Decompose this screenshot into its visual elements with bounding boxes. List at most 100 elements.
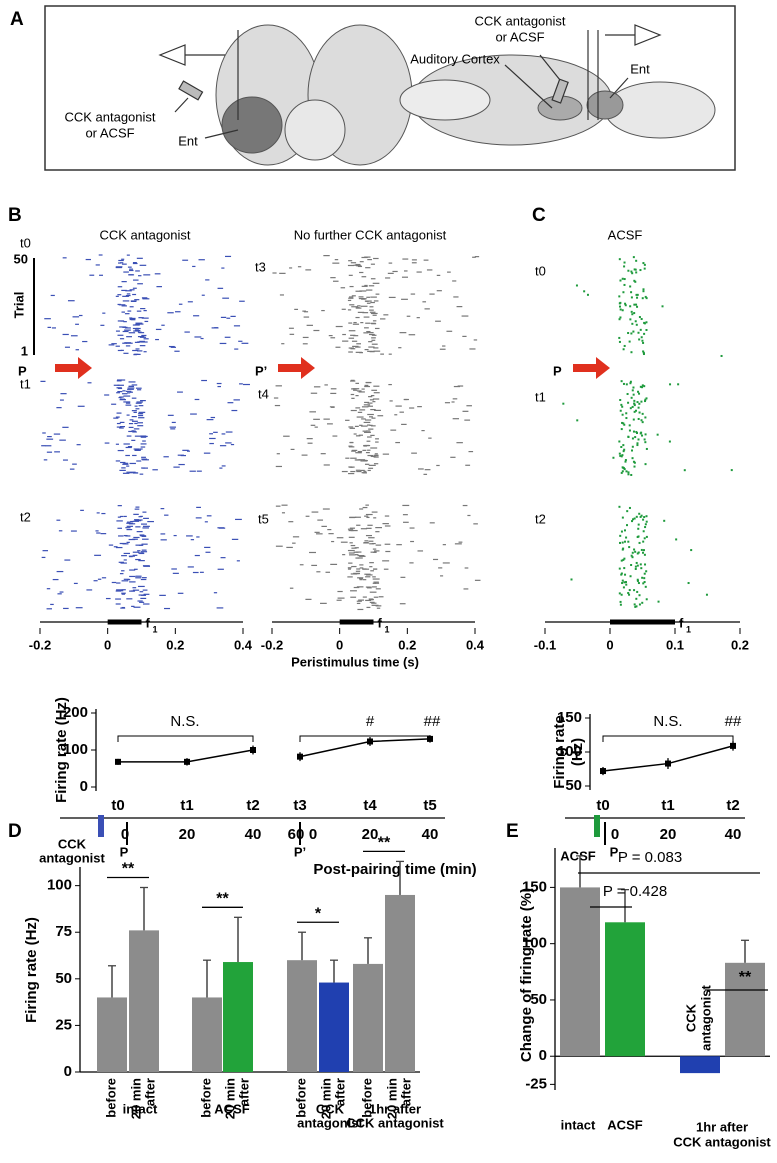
raster-dot xyxy=(626,510,629,513)
raster-dot xyxy=(642,290,645,293)
bar-label: after xyxy=(142,1078,157,1106)
bar-label: before xyxy=(359,1078,374,1118)
raster-dot xyxy=(641,576,644,579)
raster-dot xyxy=(633,303,636,306)
raster-dot xyxy=(624,460,627,463)
significance-label: ** xyxy=(122,861,135,878)
raster-dot xyxy=(628,593,631,596)
x-tick-label: t0 xyxy=(596,797,609,814)
raster-dot xyxy=(620,530,623,533)
raster-dot xyxy=(683,469,686,472)
raster-dot xyxy=(624,302,627,305)
x-tick-label: t1 xyxy=(661,797,674,814)
y-tick-label: 25 xyxy=(55,1016,72,1033)
raster-dot xyxy=(638,411,641,414)
raster-dot xyxy=(643,267,646,270)
raster-dot xyxy=(612,456,615,459)
raster-block-label: t0 xyxy=(535,263,546,278)
y-tick-label: 50 xyxy=(55,970,72,987)
x-tick-label: t4 xyxy=(363,797,377,814)
stimulus-label: f xyxy=(378,615,383,630)
raster-dot xyxy=(643,263,646,266)
raster-dot xyxy=(623,529,626,532)
x-tick-label: -0.1 xyxy=(534,637,556,652)
raster-dot xyxy=(638,541,641,544)
agent-label: or ACSF xyxy=(85,125,134,140)
raster-dot xyxy=(642,530,645,533)
raster-dot xyxy=(657,600,660,603)
raster-dot xyxy=(636,293,639,296)
raster-dot xyxy=(623,261,626,264)
raster-dot xyxy=(631,556,634,559)
time-tick-label: 20 xyxy=(660,826,677,843)
significance-label: ** xyxy=(216,891,229,908)
raster-dot xyxy=(621,454,624,457)
raster-dot xyxy=(642,353,645,356)
raster-dot xyxy=(635,271,638,274)
raster-dot xyxy=(619,398,622,401)
raster-dot xyxy=(624,459,627,462)
group-label: CCK xyxy=(316,1101,345,1116)
bar xyxy=(223,962,253,1072)
bar xyxy=(680,1056,720,1074)
annotation: # xyxy=(366,713,375,730)
raster-dot xyxy=(622,450,625,453)
raster-dot xyxy=(619,600,622,603)
raster-dot xyxy=(643,572,646,575)
raster-dot xyxy=(645,328,648,331)
raster-dot xyxy=(636,578,639,581)
raster-dot xyxy=(623,468,626,471)
pairing-label: P’ xyxy=(255,363,267,378)
raster-dot xyxy=(630,310,633,313)
bar-label: after xyxy=(236,1078,251,1106)
y-tick-label: 150 xyxy=(557,709,582,726)
raster-dot xyxy=(643,537,646,540)
raster-dot xyxy=(634,565,637,568)
raster-dot xyxy=(624,573,627,576)
raster-block-label: t4 xyxy=(258,386,269,401)
raster-dot xyxy=(642,350,645,353)
pointer xyxy=(204,129,239,139)
raster-dot xyxy=(576,419,579,422)
raster-dot xyxy=(632,460,635,463)
raster-dot xyxy=(637,523,640,526)
raster-dot xyxy=(634,268,637,271)
y-axis-title: Firing rate (Hz) xyxy=(23,917,40,1023)
bar-label: CCK antagonist xyxy=(673,1134,771,1149)
y-tick-label: 100 xyxy=(63,741,88,758)
raster-dot xyxy=(621,541,624,544)
raster-dot xyxy=(621,309,624,312)
raster-block-label: t2 xyxy=(535,511,546,526)
raster-dot xyxy=(621,582,624,585)
raster-dot xyxy=(645,598,648,601)
raster-dot xyxy=(634,550,637,553)
raster-dot xyxy=(625,383,628,386)
raster-dot xyxy=(630,396,633,399)
raster-dot xyxy=(642,351,645,354)
raster-dot xyxy=(630,270,633,273)
raster-dot xyxy=(669,383,672,386)
pairing-arrows xyxy=(55,357,610,379)
raster-dot xyxy=(628,340,631,343)
raster-dot xyxy=(730,469,733,472)
bar-label: 20 min xyxy=(128,1078,143,1119)
raster-dot xyxy=(636,590,639,593)
bar xyxy=(560,887,600,1057)
x-tick-label: t2 xyxy=(246,797,259,814)
raster-dot xyxy=(624,540,627,543)
bar xyxy=(319,982,349,1072)
raster-dot xyxy=(629,382,632,385)
raster-dot xyxy=(628,589,631,592)
raster-dot xyxy=(641,339,644,342)
y-tick-label: 50 xyxy=(565,777,582,794)
raster-title: ACSF xyxy=(608,227,643,242)
raster-dot xyxy=(632,393,635,396)
arrow xyxy=(278,357,315,379)
x-tick-label: 0 xyxy=(336,637,343,652)
raster-dot xyxy=(630,296,633,299)
raster-dot xyxy=(630,473,633,476)
side-entorhinal xyxy=(586,90,624,120)
raster-dot xyxy=(624,304,627,307)
raster-dot xyxy=(583,290,586,293)
raster-dot xyxy=(634,320,637,323)
